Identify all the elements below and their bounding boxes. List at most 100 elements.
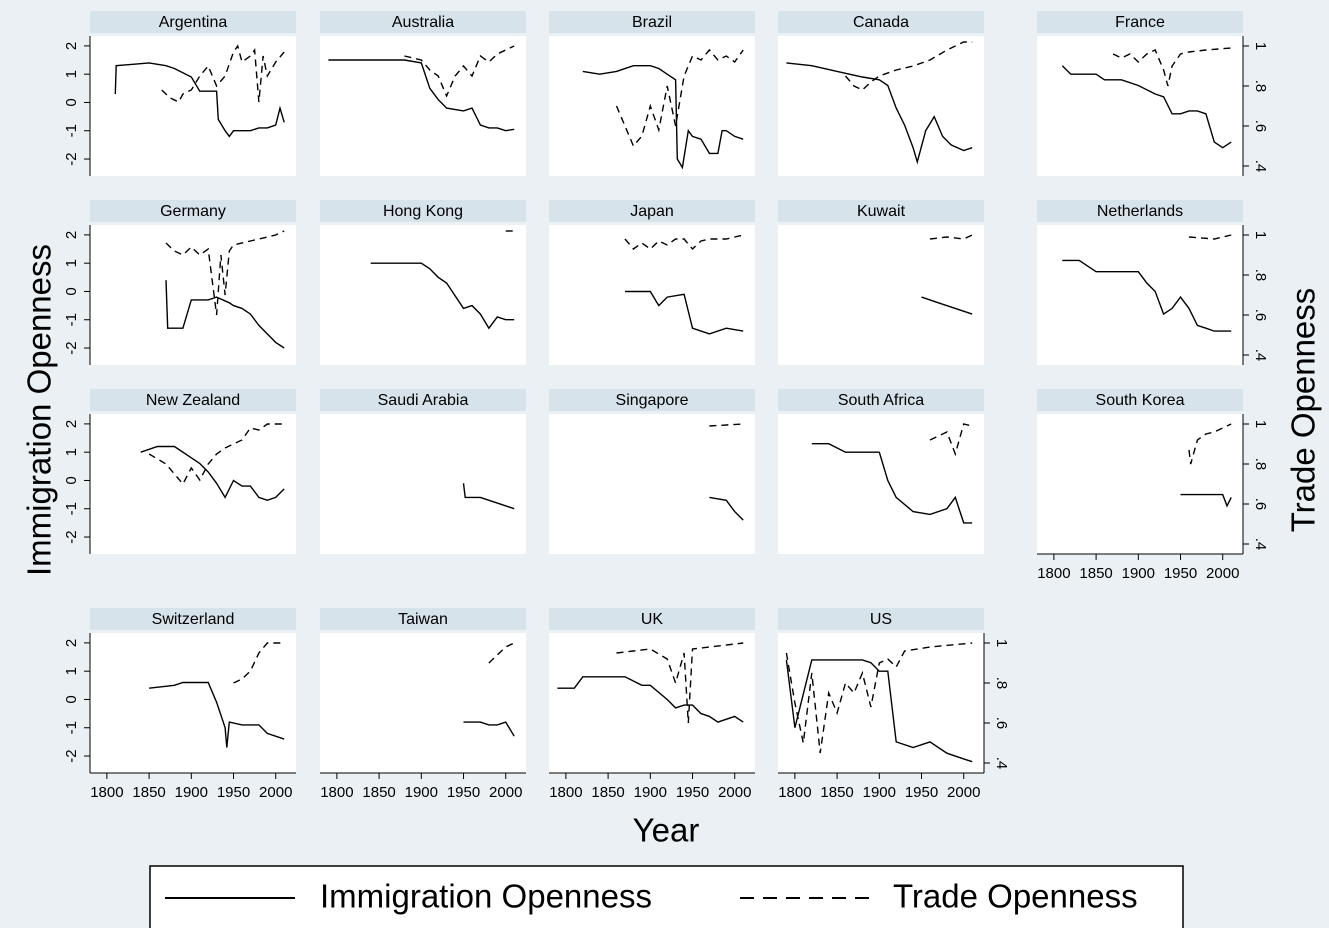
y2-tick-label: .6	[993, 717, 1010, 730]
plot-area	[778, 414, 984, 554]
x-tick-label: 1800	[549, 784, 582, 801]
immigration-line	[462, 483, 515, 510]
panel-header	[90, 11, 296, 33]
y2-tick-label: 1	[1252, 420, 1269, 428]
y2-tick-label: .6	[1252, 309, 1269, 322]
y-tick-label: 1	[63, 259, 80, 267]
panel-title: France	[1115, 14, 1165, 31]
y2-tick-label: 1	[1252, 231, 1269, 239]
trade-line	[615, 48, 744, 148]
panel-title: Australia	[392, 14, 454, 31]
panel-title: Kuwait	[857, 203, 906, 220]
plot-area	[90, 414, 296, 554]
trade-line	[844, 41, 973, 91]
x-tick-label: 1850	[820, 784, 853, 801]
plot-area	[90, 633, 296, 773]
trade-line	[616, 642, 744, 724]
panel-title: Singapore	[616, 392, 689, 409]
panel-title: South Korea	[1096, 392, 1185, 409]
y2-tick-label: .4	[1252, 160, 1269, 173]
trade-line	[488, 642, 515, 664]
immigration-line	[1062, 259, 1232, 332]
y2-tick-label: .8	[1252, 269, 1269, 282]
immigration-line	[114, 62, 285, 138]
plot-area	[1037, 225, 1243, 365]
panel-header	[320, 389, 526, 411]
plot-area	[90, 36, 296, 176]
panel-header	[320, 608, 526, 630]
trade-line	[404, 45, 515, 98]
y-tick-label: 1	[63, 667, 80, 675]
x-tick-label: 1900	[1122, 565, 1155, 582]
plot-area	[778, 633, 984, 773]
x-tick-label: 1900	[863, 784, 896, 801]
trade-line	[785, 642, 973, 754]
y-tick-label: -1	[63, 124, 80, 137]
plot-area	[1037, 414, 1243, 554]
trade-line	[148, 423, 285, 486]
x-tick-label: 1850	[132, 784, 165, 801]
x-tick-label: 1800	[320, 784, 353, 801]
panel-header	[1037, 200, 1243, 222]
y2-tick-label: 1	[1252, 42, 1269, 50]
y-tick-label: 2	[63, 639, 80, 647]
panel-title: UK	[641, 611, 664, 628]
plot-area	[1037, 36, 1243, 176]
y-tick-label: 2	[63, 42, 80, 50]
y-tick-label: 0	[63, 476, 80, 484]
panel-title: Saudi Arabia	[378, 392, 469, 409]
y-tick-label: 2	[63, 231, 80, 239]
immigration-line	[582, 65, 744, 170]
panel-title: Canada	[853, 14, 909, 31]
x-tick-label: 1800	[90, 784, 123, 801]
immigration-line	[165, 280, 285, 349]
y2-axis-title: Trade Openness	[1285, 288, 1322, 533]
y-tick-label: 0	[63, 695, 80, 703]
panel-title: US	[870, 611, 892, 628]
y-tick-label: 1	[63, 70, 80, 78]
trade-line	[1188, 423, 1232, 465]
x-tick-label: 1800	[778, 784, 811, 801]
y2-tick-label: .8	[1252, 458, 1269, 471]
panel-title: Japan	[630, 203, 674, 220]
plot-area	[549, 633, 755, 773]
panel-header	[1037, 389, 1243, 411]
plot-area	[778, 225, 984, 365]
trade-line	[624, 234, 744, 251]
immigration-line	[140, 445, 285, 502]
panel-header	[1037, 11, 1243, 33]
panel-header	[778, 200, 984, 222]
panel-header	[778, 608, 984, 630]
y2-tick-label: .6	[1252, 120, 1269, 133]
x-tick-label: 1900	[634, 784, 667, 801]
panel-header	[549, 11, 755, 33]
panel-title: Brazil	[632, 14, 672, 31]
x-tick-label: 1800	[1037, 565, 1070, 582]
trade-line	[929, 423, 973, 457]
y-tick-label: -1	[63, 313, 80, 326]
plot-area	[549, 414, 755, 554]
legend-label: Trade Openness	[893, 878, 1138, 915]
panel-title: New Zealand	[146, 392, 240, 409]
panel-header	[320, 11, 526, 33]
panel-header	[549, 200, 755, 222]
x-tick-label: 1950	[676, 784, 709, 801]
y-tick-label: -2	[63, 152, 80, 165]
immigration-line	[370, 262, 515, 330]
y2-tick-label: .4	[1252, 349, 1269, 362]
y-tick-label: 2	[63, 420, 80, 428]
x-tick-label: 2000	[489, 784, 522, 801]
y-axis-title: Immigration Openness	[21, 244, 58, 576]
legend	[149, 865, 1184, 928]
immigration-line	[463, 721, 515, 737]
plot-area	[778, 36, 984, 176]
x-tick-label: 1850	[591, 784, 624, 801]
y2-tick-label: .8	[993, 677, 1010, 690]
trade-line	[161, 44, 285, 103]
x-tick-label: 1950	[1164, 565, 1197, 582]
y-tick-label: -2	[63, 341, 80, 354]
x-tick-label: 2000	[718, 784, 751, 801]
plot-area	[320, 225, 526, 365]
x-axis-title: Year	[633, 812, 700, 849]
